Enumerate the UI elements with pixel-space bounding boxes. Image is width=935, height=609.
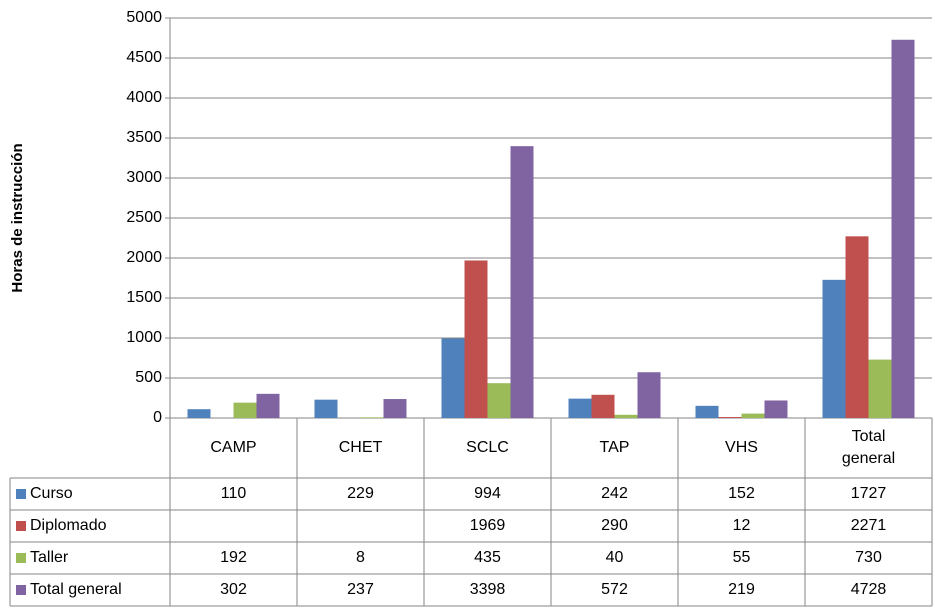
legend-key: [16, 521, 26, 531]
y-tick-label: 3000: [126, 169, 162, 186]
table-value: 242: [601, 485, 628, 502]
bar: [845, 236, 869, 418]
legend-label: Diplomado: [30, 517, 107, 534]
bar: [764, 400, 788, 418]
table-value: 1969: [469, 517, 506, 534]
y-tick-label: 4500: [126, 49, 162, 66]
table-value: 3398: [469, 581, 506, 598]
table-value: 572: [601, 581, 628, 598]
table-value: 12: [732, 517, 751, 534]
bar: [591, 394, 615, 418]
table-value: 730: [855, 549, 882, 566]
bar: [487, 383, 511, 418]
table-value: 4728: [850, 581, 887, 598]
table-value: 192: [220, 549, 247, 566]
legend-label: Curso: [30, 485, 73, 502]
bar: [314, 399, 338, 418]
x-tick-label: SCLC: [466, 439, 509, 456]
bar: [464, 260, 488, 418]
bar: [360, 417, 384, 418]
y-tick-label: 1000: [126, 329, 162, 346]
bar: [187, 409, 211, 418]
table-value: 2271: [850, 517, 887, 534]
bar: [637, 372, 661, 418]
table-value: 219: [728, 581, 755, 598]
table-value: 229: [347, 485, 374, 502]
y-tick-label: 1500: [126, 289, 162, 306]
legend-key: [16, 585, 26, 595]
legend-label: Total general: [30, 581, 122, 598]
table-value: 152: [728, 485, 755, 502]
x-tick-label: CHET: [338, 439, 383, 456]
x-tick-label: CAMP: [210, 439, 257, 456]
bar: [383, 399, 407, 418]
x-tick-label: TAP: [599, 439, 630, 456]
y-tick-label: 2000: [126, 249, 162, 266]
bar: [741, 413, 765, 418]
bar: [233, 402, 257, 418]
x-tick-label: Total general: [841, 428, 896, 467]
bar: [822, 279, 846, 418]
y-tick-label: 3500: [126, 129, 162, 146]
bar: [256, 393, 280, 418]
table-value: 302: [220, 581, 247, 598]
bar: [568, 398, 592, 418]
bar: [868, 359, 892, 418]
table-value: 8: [356, 549, 365, 566]
bar: [695, 405, 719, 418]
y-tick-label: 500: [135, 369, 162, 386]
y-axis-label: Horas de instrucción: [9, 143, 26, 292]
table-value: 290: [601, 517, 628, 534]
bar: [510, 146, 534, 418]
table-value: 435: [474, 549, 501, 566]
x-tick-label: VHS: [725, 439, 758, 456]
table-value: 994: [474, 485, 501, 502]
legend-key: [16, 553, 26, 563]
bar: [718, 417, 742, 418]
table-value: 237: [347, 581, 374, 598]
table-value: 55: [732, 549, 751, 566]
y-tick-label: 5000: [126, 9, 162, 26]
bar: [891, 39, 915, 418]
table-value: 1727: [850, 485, 887, 502]
legend-label: Taller: [30, 549, 69, 566]
legend-key: [16, 489, 26, 499]
bar: [614, 414, 638, 418]
bar: [441, 338, 465, 418]
table-value: 110: [220, 485, 247, 502]
y-tick-label: 2500: [126, 209, 162, 226]
table-value: 40: [605, 549, 624, 566]
y-tick-label: 4000: [126, 89, 162, 106]
y-tick-label: 0: [153, 409, 162, 426]
